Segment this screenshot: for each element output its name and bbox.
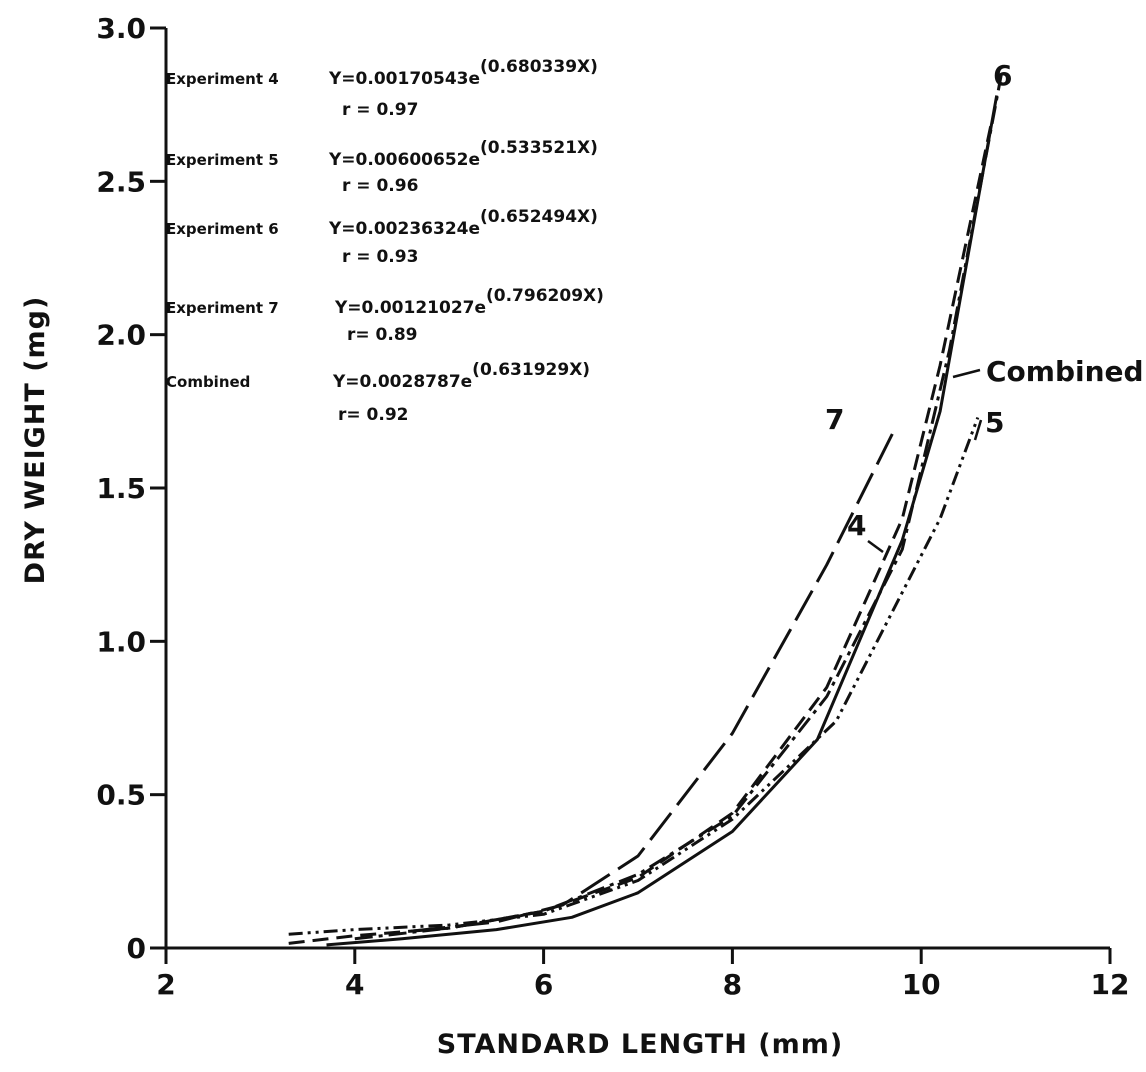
equation-exponent: (0.680339X) — [480, 57, 598, 77]
x-tick-label: 10 — [902, 968, 941, 1001]
y-tick-label: 1.5 — [96, 472, 146, 505]
equation-r-value: r = 0.96 — [342, 176, 418, 196]
x-tick-label: 4 — [345, 968, 364, 1001]
equation-experiment-7: Experiment 7 Y=0.00121027e(0.796209X) r=… — [166, 286, 604, 345]
equation-exponent: (0.796209X) — [486, 286, 604, 306]
curve-label-6: 6 — [993, 59, 1012, 92]
x-tick-label: 2 — [156, 968, 175, 1001]
x-tick-label: 8 — [723, 968, 742, 1001]
equation-label: Experiment 5 — [166, 151, 279, 169]
equation-formula: Y=0.0028787e(0.631929X) — [332, 360, 590, 392]
equation-formula: Y=0.00121027e(0.796209X) — [334, 286, 604, 318]
equation-formula: Y=0.00600652e(0.533521X) — [328, 138, 598, 170]
equation-base: Y=0.00121027e — [334, 298, 486, 318]
x-axis-title: STANDARD LENGTH (mm) — [437, 1029, 843, 1060]
curve-label-7: 7 — [825, 403, 844, 436]
equation-exponent: (0.631929X) — [472, 360, 590, 380]
equation-label: Experiment 4 — [166, 70, 279, 88]
equation-label: Combined — [166, 373, 250, 391]
equation-formula: Y=0.00236324e(0.652494X) — [328, 207, 598, 239]
y-axis-title: DRY WEIGHT (mg) — [20, 296, 51, 585]
equation-exponent: (0.652494X) — [480, 207, 598, 227]
curve-label-4: 4 — [847, 509, 866, 542]
equation-r-value: r= 0.89 — [347, 325, 418, 345]
equation-exponent: (0.533521X) — [480, 138, 598, 158]
equation-r-value: r = 0.97 — [342, 100, 418, 120]
equation-experiment-4: Experiment 4 Y=0.00170543e(0.680339X) r … — [166, 57, 598, 120]
equation-combined: Combined Y=0.0028787e(0.631929X) r= 0.92 — [166, 360, 590, 425]
series-line-combined — [326, 95, 999, 947]
equation-label: Experiment 7 — [166, 299, 279, 317]
equations-block: Experiment 4 Y=0.00170543e(0.680339X) r … — [166, 57, 604, 425]
axes: 0 0.5 1.0 1.5 2.0 2.5 3.0 2 4 6 8 10 12 — [96, 12, 1129, 1001]
y-tick-label: 2.5 — [96, 165, 146, 198]
equation-base: Y=0.00170543e — [328, 69, 480, 89]
y-tick-label: 1.0 — [96, 625, 146, 658]
leader-line-5 — [973, 419, 983, 441]
series-line-4 — [288, 119, 994, 945]
y-tick-label: 2.0 — [96, 319, 146, 352]
leader-line-4 — [867, 539, 884, 554]
equation-r-value: r= 0.92 — [338, 405, 409, 425]
y-tick-label: 3.0 — [96, 12, 146, 45]
equation-formula: Y=0.00170543e(0.680339X) — [328, 57, 598, 89]
leader-line-combined — [952, 368, 981, 379]
equation-label: Experiment 6 — [166, 220, 279, 238]
curve-label-5: 5 — [985, 406, 1004, 439]
equation-experiment-6: Experiment 6 Y=0.00236324e(0.652494X) r … — [166, 207, 598, 267]
curve-labels: 6 Combined 7 5 4 — [825, 59, 1144, 554]
series-group — [288, 73, 1003, 947]
x-tick-label: 12 — [1091, 968, 1130, 1001]
y-tick-label: 0.5 — [96, 779, 146, 812]
equation-r-value: r = 0.93 — [342, 247, 418, 267]
equation-experiment-5: Experiment 5 Y=0.00600652e(0.533521X) r … — [166, 138, 598, 196]
series-line-7 — [411, 432, 895, 933]
equation-base: Y=0.00236324e — [328, 219, 480, 239]
series-line-5 — [288, 416, 980, 936]
x-tick-label: 6 — [534, 968, 553, 1001]
equation-base: Y=0.00600652e — [328, 150, 480, 170]
curve-label-combined: Combined — [986, 355, 1144, 388]
y-tick-label: 0 — [127, 932, 146, 965]
equation-base: Y=0.0028787e — [332, 372, 472, 392]
